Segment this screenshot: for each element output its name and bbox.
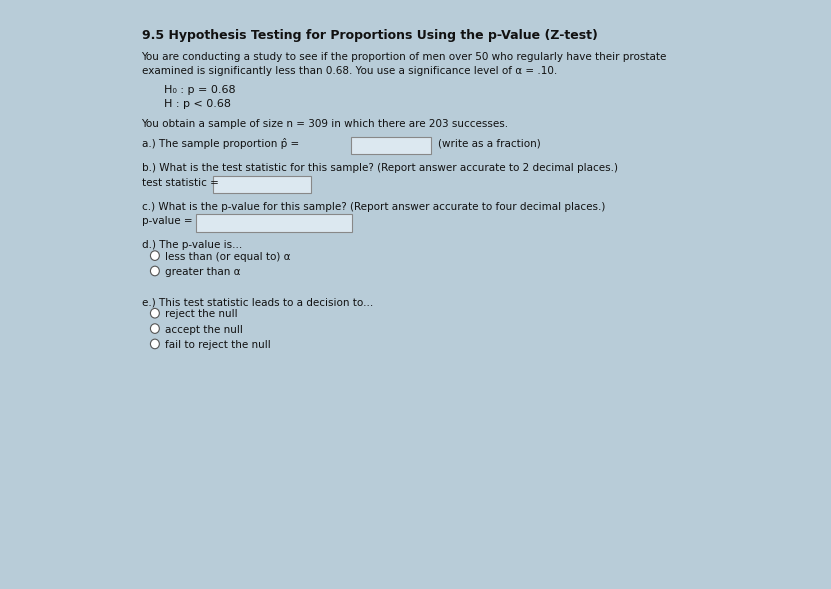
Circle shape	[150, 251, 160, 260]
Text: reject the null: reject the null	[165, 309, 238, 319]
Text: d.) The p-value is...: d.) The p-value is...	[141, 240, 242, 250]
Text: (write as a fraction): (write as a fraction)	[438, 138, 541, 148]
Text: b.) What is the test statistic for this sample? (Report answer accurate to 2 dec: b.) What is the test statistic for this …	[141, 164, 617, 173]
Text: accept the null: accept the null	[165, 325, 243, 335]
FancyBboxPatch shape	[351, 137, 430, 154]
Text: fail to reject the null: fail to reject the null	[165, 340, 270, 350]
Circle shape	[150, 339, 160, 349]
FancyBboxPatch shape	[196, 214, 352, 231]
Circle shape	[150, 309, 160, 318]
Text: H₀ : p = 0.68: H₀ : p = 0.68	[164, 85, 235, 95]
Text: You are conducting a study to see if the proportion of men over 50 who regularly: You are conducting a study to see if the…	[141, 52, 667, 62]
Text: a.) The sample proportion p̂ =: a.) The sample proportion p̂ =	[141, 138, 299, 150]
Text: p-value =: p-value =	[141, 216, 192, 226]
Text: less than (or equal to) α: less than (or equal to) α	[165, 252, 290, 262]
Text: You obtain a sample of size n = 309 in which there are 203 successes.: You obtain a sample of size n = 309 in w…	[141, 120, 509, 130]
FancyBboxPatch shape	[213, 176, 311, 193]
Text: H⁡ : p < 0.68: H⁡ : p < 0.68	[164, 99, 231, 109]
Text: greater than α: greater than α	[165, 267, 240, 277]
Text: examined is significantly less than 0.68. You use a significance level of α = .1: examined is significantly less than 0.68…	[141, 67, 557, 77]
Text: c.) What is the p-value for this sample? (Report answer accurate to four decimal: c.) What is the p-value for this sample?…	[141, 202, 605, 212]
Text: e.) This test statistic leads to a decision to...: e.) This test statistic leads to a decis…	[141, 298, 373, 308]
Circle shape	[150, 324, 160, 333]
Text: test statistic =: test statistic =	[141, 178, 219, 188]
Circle shape	[150, 266, 160, 276]
Text: 9.5 Hypothesis Testing for Proportions Using the p-Value (Z-test): 9.5 Hypothesis Testing for Proportions U…	[141, 29, 597, 42]
